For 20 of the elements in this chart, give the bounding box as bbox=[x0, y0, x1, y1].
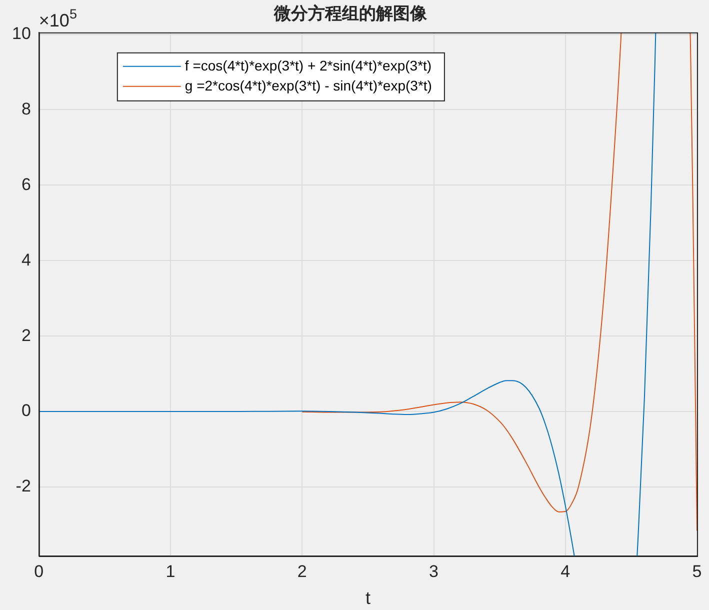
x-tick-label: 4 bbox=[560, 562, 570, 581]
y-tick-label: 2 bbox=[21, 326, 31, 345]
line-series bbox=[690, 32, 697, 532]
x-tick-label: 2 bbox=[297, 562, 307, 581]
y-tick-label: -2 bbox=[16, 476, 31, 496]
y-tick-label: 8 bbox=[21, 99, 31, 118]
y-tick-label: 4 bbox=[21, 250, 31, 270]
y-tick-label: 10 bbox=[12, 24, 31, 43]
legend-label: f =cos(4*t)*exp(3*t) + 2*sin(4*t)*exp(3*t) bbox=[184, 57, 432, 74]
x-tick-label: 0 bbox=[34, 562, 44, 581]
x-tick-label: 3 bbox=[429, 562, 438, 581]
line-series bbox=[38, 380, 575, 556]
y-tick-label: 6 bbox=[21, 174, 31, 194]
line-series bbox=[636, 32, 656, 556]
x-axis-title: t bbox=[365, 588, 370, 608]
legend-label: g =2*cos(4*t)*exp(3*t) - sin(4*t)*exp(3*t) bbox=[184, 77, 432, 94]
y-tick-label: 0 bbox=[21, 401, 31, 420]
x-tick-label: 1 bbox=[166, 562, 176, 581]
x-tick-label: 5 bbox=[692, 562, 702, 581]
chart-title: 微分方程组的解图像 bbox=[273, 4, 428, 23]
